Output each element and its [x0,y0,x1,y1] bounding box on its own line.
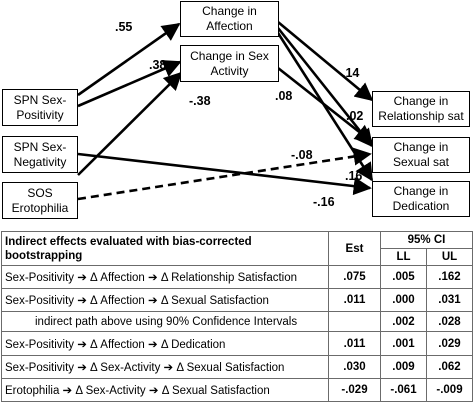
ul-cell: .162 [426,264,473,290]
est-cell: .011 [328,331,381,356]
node-change-dedication: Change in Dedication [372,181,470,217]
ll-cell: .009 [380,354,427,379]
node-change-sexual-sat: Change in Sexual sat [372,137,470,173]
table-title: Indirect effects evaluated with bias-cor… [1,231,329,266]
table-row: Sex-Positivity ➔ Δ Affection ➔ Δ Sexual … [1,288,473,313]
est-cell: .011 [328,288,381,313]
coef-positivity-affection: .55 [115,20,133,34]
ll-cell: .002 [380,311,427,333]
path-arrows [77,20,374,201]
path-cell: Sex-Positivity ➔ Δ Affection ➔ Δ Relatio… [1,264,329,290]
arrow-affection-to-relationship [277,20,374,102]
path-cell: Sex-Positivity ➔ Δ Sex-Activity ➔ Δ Sexu… [1,354,329,379]
coef-positivity-activity: .38 [149,58,167,72]
ll-cell: .001 [380,331,427,356]
coef-affection-relationship: .14 [342,66,360,80]
path-cell: Sex-Positivity ➔ Δ Affection ➔ Δ Sexual … [1,288,329,313]
ul-cell: -.009 [426,377,473,403]
arrow-negativity-to-dedication [77,152,372,196]
arrow-positivity-to-activity [77,60,182,108]
node-change-affection: Change in Affection [180,1,279,37]
ul-cell: .031 [426,288,473,313]
path-cell: indirect path above using 90% Confidence… [1,311,329,333]
node-sos-erotophilia: SOS Erotophilia [2,182,78,219]
ul-cell: .062 [426,354,473,379]
coef-negativity-dedication: -.16 [313,195,335,209]
est-cell: .030 [328,354,381,379]
table-row: Sex-Positivity ➔ Δ Sex-Activity ➔ Δ Sexu… [1,354,473,379]
est-cell [328,311,381,333]
node-change-sex-activity: Change in Sex Activity [180,45,279,82]
arrow-erotophilia-to-sexual [77,147,372,201]
node-spn-sex-positivity: SPN Sex- Positivity [2,89,78,126]
path-diagram: Change in Affection Change in Sex Activi… [2,1,470,219]
node-spn-sex-negativity: SPN Sex- Negativity [2,136,78,173]
table-row: Erotophilia ➔ Δ Sex-Activity ➔ Δ Sexual … [1,377,473,403]
path-cell: Sex-Positivity ➔ Δ Affection ➔ Δ Dedicat… [1,331,329,356]
indirect-effects-table: Indirect effects evaluated with bias-cor… [1,231,473,403]
arrow-positivity-to-affection [77,22,181,97]
est-header: Est [328,231,381,266]
coef-affection-dedication: .16 [345,169,363,183]
ci-header: 95% CI [380,231,473,249]
coef-activity-sexual: .08 [275,89,293,103]
ll-cell: .000 [380,288,427,313]
ll-header: LL [380,248,427,266]
ul-cell: .029 [426,331,473,356]
arrow-activity-to-sexual [277,66,374,144]
node-change-relationship-sat: Change in Relationship sat [372,91,470,127]
table-row: indirect path above using 90% Confidence… [1,311,473,333]
ll-cell: .005 [380,264,427,290]
coef-affection-sexual: .02 [346,109,364,123]
table-row: Sex-Positivity ➔ Δ Affection ➔ Δ Dedicat… [1,331,473,356]
est-cell: .075 [328,264,381,290]
coef-erotophilia-activity: -.38 [189,94,211,108]
ul-header: UL [426,248,473,266]
coef-erotophilia-sexual: -.08 [291,148,313,162]
est-cell: -.029 [328,377,381,403]
ul-cell: .028 [426,311,473,333]
table-row: Sex-Positivity ➔ Δ Affection ➔ Δ Relatio… [1,264,473,290]
ll-cell: -.061 [380,377,427,403]
path-cell: Erotophilia ➔ Δ Sex-Activity ➔ Δ Sexual … [1,377,329,403]
arrow-erotophilia-to-activity [77,71,183,176]
